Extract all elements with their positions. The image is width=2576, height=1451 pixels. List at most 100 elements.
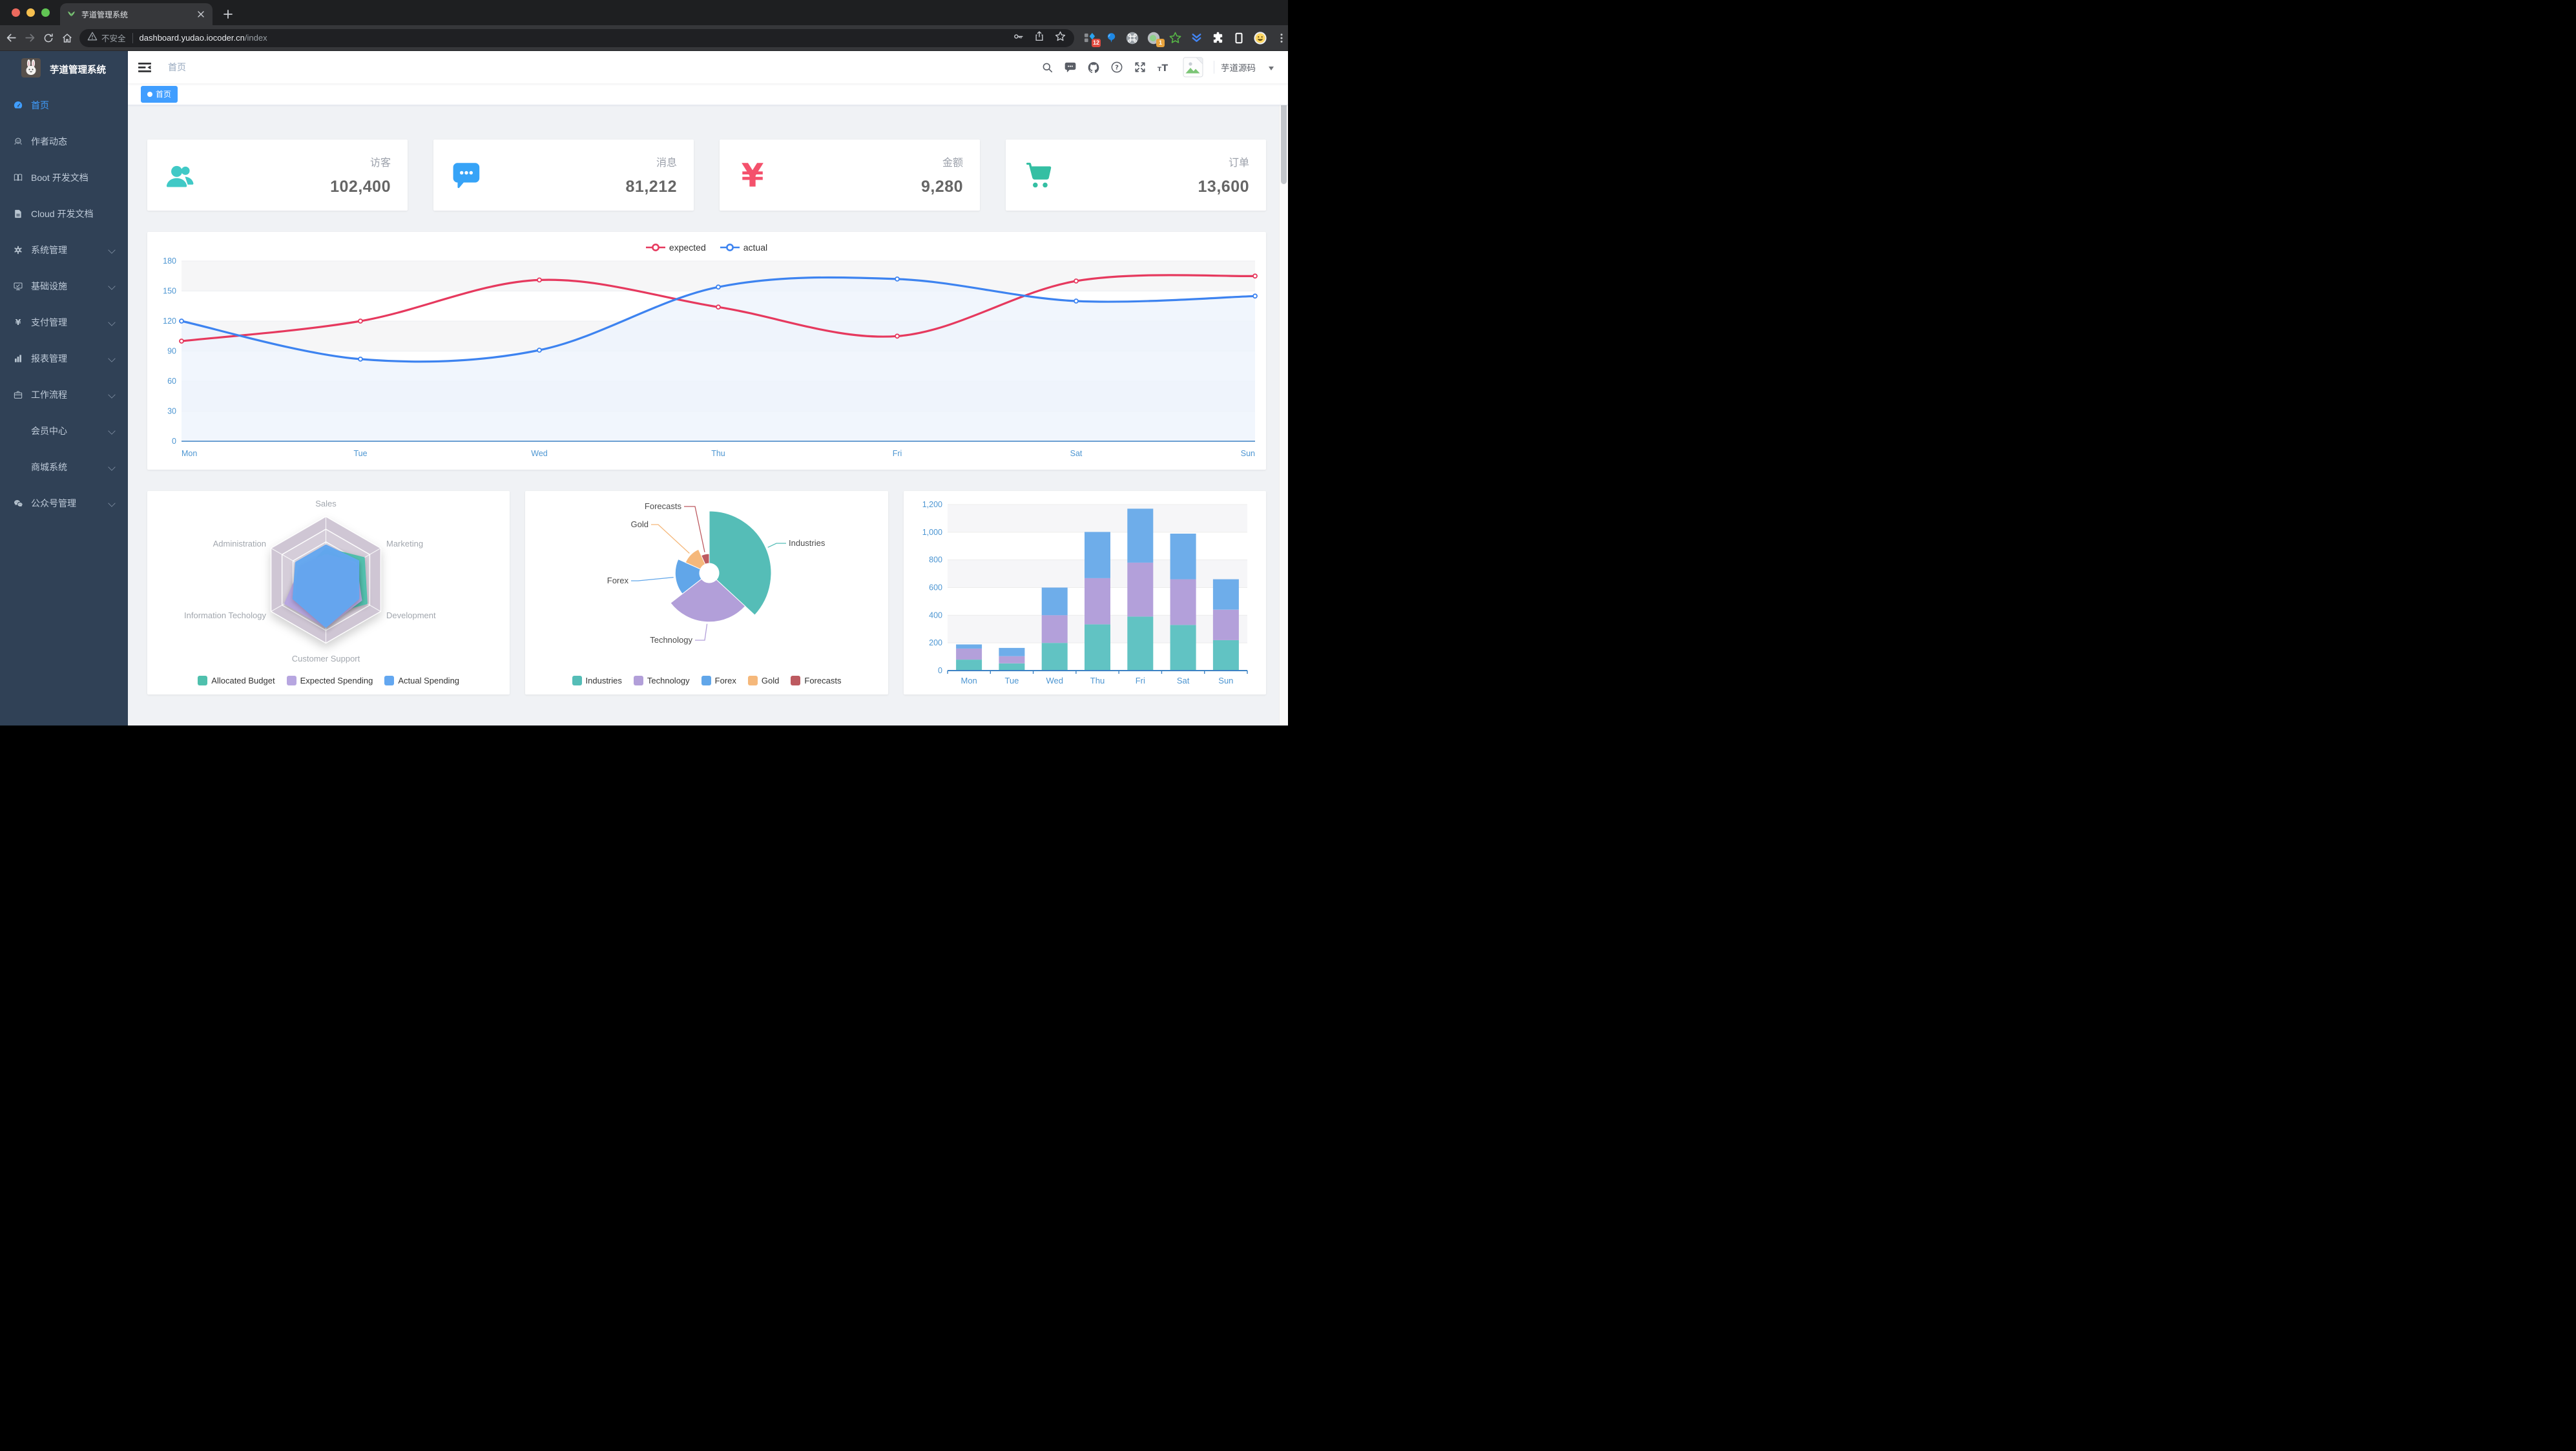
legend-item-actual[interactable]: actual [720,242,767,253]
sidebar-item-label: 公众号管理 [31,498,76,508]
sidebar-item-5[interactable]: 系统管理 [0,232,128,268]
user-avatar-broken-image[interactable] [1183,57,1203,78]
reload-button[interactable] [41,30,56,47]
extension-tampermonkey-icon[interactable]: 12 [1083,32,1101,47]
svg-text:200: 200 [929,638,942,647]
stat-cards-row: 访客 102,400 消息 81,212 ¥ 金额 9,280 订单 13,600 [147,140,1266,211]
sidebar-item-12[interactable]: 公众号管理 [0,485,128,521]
hamburger-icon[interactable] [128,62,159,73]
svg-text:¥: ¥ [742,159,764,191]
back-button[interactable] [4,30,19,47]
profile-avatar-emoji[interactable] [1254,31,1267,45]
page-scrollbar-thumb[interactable] [1281,55,1287,184]
extensions-puzzle-icon[interactable] [1211,32,1224,45]
radar-chart-legend[interactable]: Allocated Budget Expected Spending Actual … [147,676,510,685]
legend-swatch [198,676,208,685]
tag-active-dot [147,91,152,97]
browser-menu-kebab-icon[interactable] [1275,32,1288,45]
tab-close-icon[interactable] [196,9,206,19]
gear-icon [13,245,23,255]
stat-card-4[interactable]: 订单 13,600 [1006,140,1266,211]
sidebar-item-8[interactable]: 报表管理 [0,340,128,377]
window-close-button[interactable] [12,8,20,17]
password-key-icon[interactable] [1012,30,1024,46]
line-chart-legend[interactable]: expected actual [147,242,1266,253]
page-scrollbar[interactable] [1279,51,1288,725]
forward-button[interactable] [23,30,37,47]
legend-item-Forex[interactable]: Forex [701,676,736,685]
extension-command-icon[interactable] [1126,32,1139,45]
legend-item-Technology[interactable]: Technology [633,676,690,685]
bookmark-star-icon[interactable] [1054,30,1066,46]
breadcrumb[interactable]: 首页 [168,62,186,72]
extension-recorder-icon[interactable]: 1 [1147,32,1165,47]
legend-item-Forecasts[interactable]: Forecasts [791,676,841,685]
stat-card-1[interactable]: 访客 102,400 [147,140,408,211]
new-tab-button[interactable] [220,6,236,22]
radar-chart-card: Sales Marketing Development Customer Suppor… [147,491,510,694]
extension-frame-icon[interactable] [1232,32,1245,45]
svg-text:T: T [1162,63,1169,74]
chevron-down-icon [108,355,116,362]
legend-item-2[interactable]: Actual Spending [384,676,459,685]
svg-text:180: 180 [163,256,176,266]
tag-home[interactable]: 首页 [141,85,178,103]
money-icon: ¥ [736,157,769,194]
help-icon[interactable]: ? [1110,61,1123,74]
extension-star-icon[interactable] [1169,32,1181,45]
tags-view-bar: 首页 [128,83,1288,105]
svg-text:120: 120 [163,317,176,326]
message-icon[interactable] [1064,61,1077,74]
sidebar-item-3[interactable]: Boot 开发文档 [0,160,128,196]
legend-item-expected[interactable]: expected [645,242,706,253]
svg-text:Information Techology: Information Techology [184,611,266,620]
window-zoom-button[interactable] [41,8,50,17]
sidebar-item-6[interactable]: 基础设施 [0,268,128,304]
legend-marker-icon [720,244,740,251]
user-name[interactable]: 芋道源码 [1214,61,1256,74]
address-bar[interactable]: 不安全 dashboard.yudao.iocoder.cn/index [79,28,1074,47]
sidebar-item-label: 首页 [31,100,49,110]
stat-card-2[interactable]: 消息 81,212 [433,140,694,211]
svg-text:Administration: Administration [213,539,266,548]
url-text[interactable]: dashboard.yudao.iocoder.cn/index [139,33,267,43]
svg-text:Forex: Forex [607,576,629,585]
fullscreen-icon[interactable] [1134,61,1147,74]
user-menu-caret-icon[interactable] [1269,66,1274,70]
sidebar-logo[interactable]: 芋道管理系统 [0,51,128,87]
extension-chevrons-icon[interactable] [1190,32,1203,45]
site-security-warning-icon[interactable] [87,31,98,45]
sidebar-menu: 首页作者动态 Boot 开发文档 Cloud 开发文档 系统管理 基础设施 ¥ 支付管理报表… [0,87,128,521]
stat-label: 消息 [656,158,677,169]
stat-card-3[interactable]: ¥ 金额 9,280 [720,140,980,211]
sidebar-item-4[interactable]: Cloud 开发文档 [0,196,128,232]
legend-swatch [286,676,296,685]
sidebar-item-9[interactable]: 工作流程 [0,377,128,413]
sidebar-item-10[interactable]: 会员中心 [0,413,128,449]
svg-text:Fri: Fri [893,449,902,458]
svg-text:¥: ¥ [16,317,21,327]
home-button[interactable] [59,30,74,47]
extension-balloon-icon[interactable] [1105,32,1117,45]
people-icon [13,136,23,147]
pie-chart-legend[interactable]: Industries Technology Forex Gold Forecasts [525,676,888,685]
sidebar-item-1[interactable]: 首页 [0,87,128,123]
legend-item-0[interactable]: Allocated Budget [198,676,275,685]
sidebar-item-label: 支付管理 [31,317,67,328]
legend-item-Industries[interactable]: Industries [572,676,622,685]
legend-swatch [791,676,801,685]
svg-text:Wed: Wed [1046,676,1063,685]
browser-tab[interactable]: 芋道管理系统 [60,3,213,25]
legend-item-1[interactable]: Expected Spending [286,676,373,685]
sidebar-item-7[interactable]: ¥ 支付管理 [0,304,128,340]
sidebar-item-label: Boot 开发文档 [31,172,88,183]
search-icon[interactable] [1041,61,1054,74]
sidebar-item-2[interactable]: 作者动态 [0,123,128,160]
github-icon[interactable] [1087,61,1100,74]
window-minimize-button[interactable] [26,8,35,17]
legend-item-Gold[interactable]: Gold [747,676,779,685]
sidebar-item-11[interactable]: 商城系统 [0,449,128,485]
security-label[interactable]: 不安全 [101,34,126,43]
share-icon[interactable] [1034,30,1045,45]
